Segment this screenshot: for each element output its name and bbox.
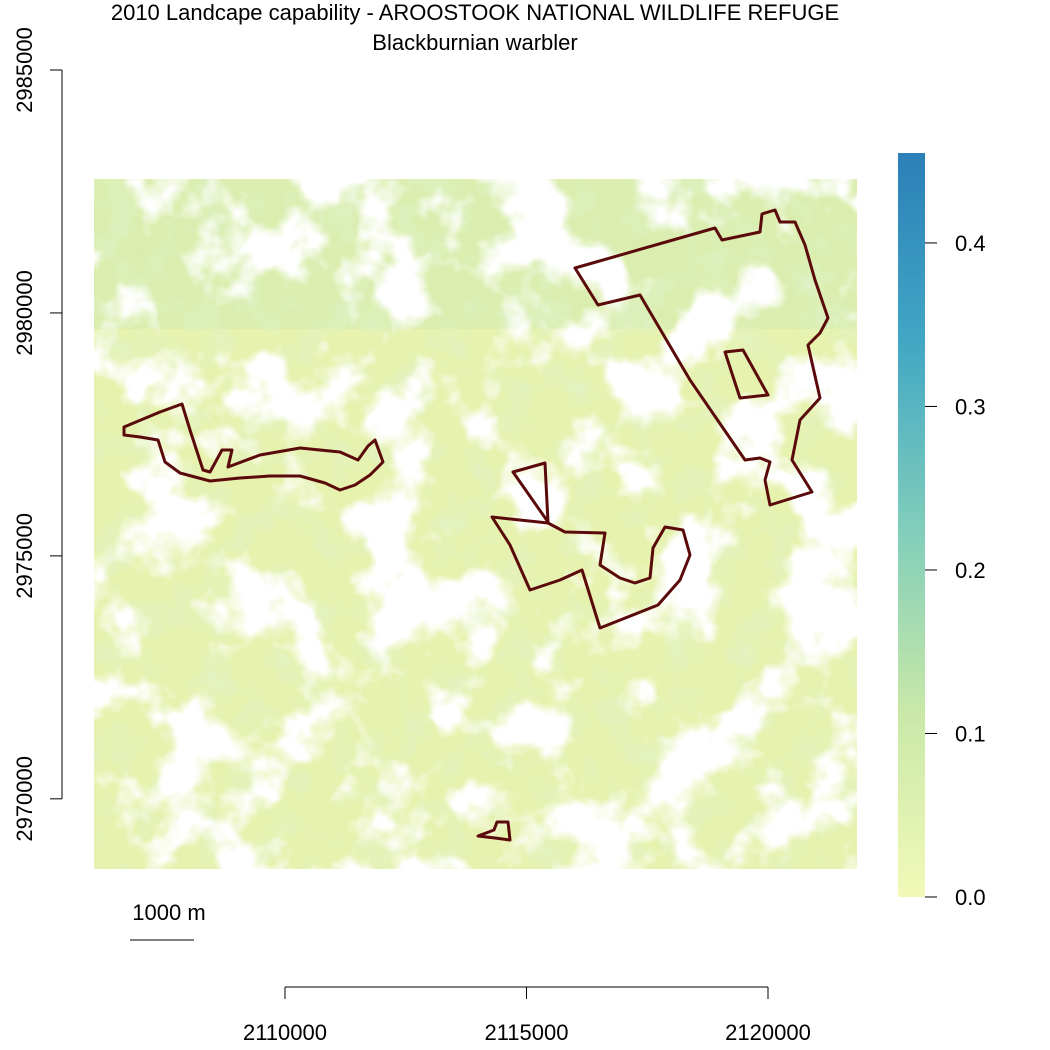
map-subtitle: Blackburnian warbler	[372, 30, 577, 55]
x-tick-label: 2110000	[243, 1020, 327, 1045]
y-tick-label: 2975000	[12, 513, 37, 599]
colorbar-tick-label: 0.0	[955, 885, 986, 910]
colorbar-tick-label: 0.1	[955, 721, 986, 746]
y-tick-label: 2970000	[12, 756, 37, 842]
y-tick-label: 2985000	[12, 27, 37, 113]
colorbar-tick-label: 0.3	[955, 394, 986, 419]
colorbar-tick-label: 0.4	[955, 231, 986, 256]
y-tick-label: 2980000	[12, 270, 37, 356]
x-tick-label: 2120000	[725, 1020, 811, 1045]
refuge-boundaries	[122, 208, 830, 842]
map-title: 2010 Landcape capability - AROOSTOOK NAT…	[111, 0, 839, 25]
scale-bar: 1000 m	[130, 900, 206, 941]
x-tick-label: 2115000	[484, 1020, 568, 1045]
scale-bar-label: 1000 m	[132, 900, 205, 925]
colorbar	[898, 153, 925, 897]
raster	[94, 179, 857, 869]
colorbar-tick-label: 0.2	[955, 558, 986, 583]
